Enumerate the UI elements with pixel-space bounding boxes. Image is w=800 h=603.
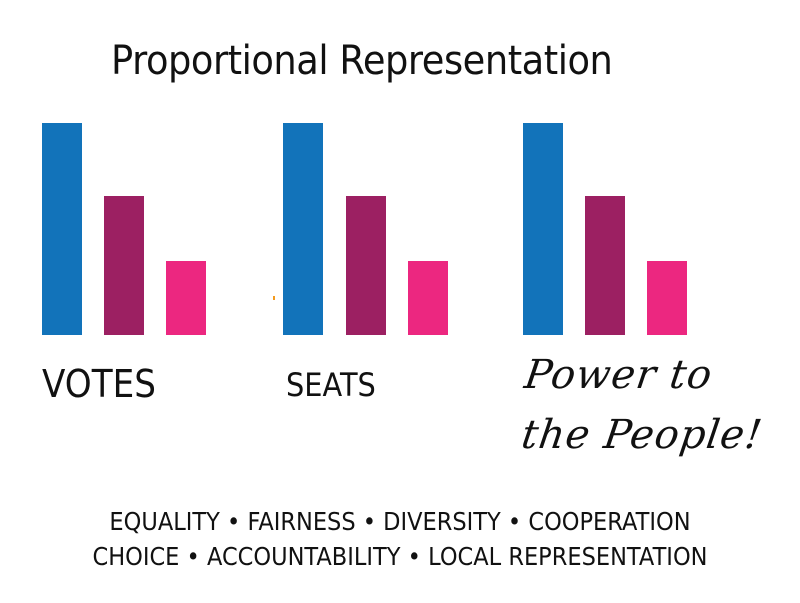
values-line-1: EQUALITY • FAIRNESS • DIVERSITY • COOPER…: [109, 507, 691, 536]
bar-votes-blue: [42, 123, 82, 335]
bar-seats-blue: [283, 123, 323, 335]
bar-votes-purple: [104, 196, 144, 335]
label-seats: SEATS: [286, 366, 376, 404]
values-line-2: CHOICE • ACCOUNTABILITY • LOCAL REPRESEN…: [92, 542, 708, 571]
bar-votes-pink: [166, 261, 206, 335]
chart-title: Proportional Representation: [111, 38, 613, 84]
bar-people-blue: [523, 123, 563, 335]
label-power-line1: Power to: [521, 352, 716, 398]
bar-people-pink: [647, 261, 687, 335]
stray-mark: [273, 296, 275, 300]
label-power-line2: the People!: [518, 412, 766, 458]
bar-seats-purple: [346, 196, 386, 335]
bar-people-purple: [585, 196, 625, 335]
label-votes: VOTES: [42, 362, 156, 406]
bar-seats-pink: [408, 261, 448, 335]
